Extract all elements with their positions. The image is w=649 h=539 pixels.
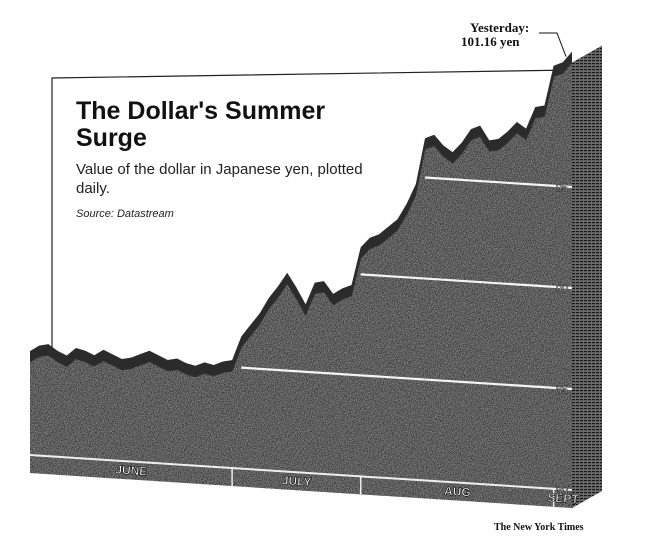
y-tick-label: 80 — [556, 486, 568, 498]
yesterday-value: 101.16 yen — [461, 34, 520, 49]
chart-subtitle: Value of the dollar in Japanese yen, plo… — [76, 161, 363, 197]
month-label: SEPT — [547, 490, 580, 506]
area-grain — [30, 62, 572, 509]
side-face-texture — [572, 45, 602, 509]
chart-title: The Dollar's Summer Surge — [76, 97, 326, 152]
credit-label: The New York Times — [494, 522, 584, 533]
y-tick-label: 85 — [556, 385, 568, 397]
month-label: JULY — [281, 473, 311, 489]
base-line — [29, 454, 573, 491]
area-edge — [29, 62, 573, 378]
annotation-leader — [539, 32, 567, 57]
month-label: JUNE — [115, 463, 148, 479]
month-label: AUG — [444, 484, 472, 500]
gridline — [360, 273, 573, 290]
gridline — [241, 366, 573, 391]
yesterday-label: Yesterday: — [470, 20, 530, 35]
gridline — [424, 176, 573, 189]
y-tick-label: 95 — [556, 183, 568, 195]
chart-source: Source: Datastream — [76, 208, 174, 220]
y-tick-label: 90 — [556, 284, 568, 296]
panel-frame — [51, 69, 573, 352]
